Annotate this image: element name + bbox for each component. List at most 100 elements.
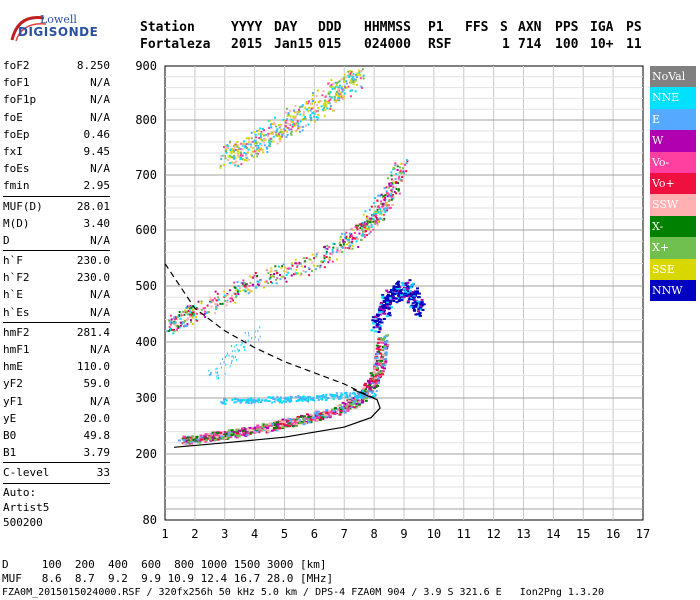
echo-point [200, 309, 203, 311]
echo-point [301, 118, 304, 121]
echo-point [388, 184, 391, 187]
echo-point [196, 308, 199, 311]
echo-point [365, 223, 368, 226]
echo-point [259, 148, 262, 151]
echo-point [377, 379, 380, 382]
echo-point [391, 191, 393, 193]
echo-point [410, 304, 414, 307]
echo-point [417, 302, 421, 305]
echo-point [302, 110, 305, 113]
echo-point [232, 162, 235, 165]
echo-point [328, 257, 331, 260]
echo-point [219, 164, 222, 167]
echo-point [278, 265, 280, 268]
echo-point [244, 289, 246, 292]
echo-point [364, 397, 368, 400]
echo-point [268, 120, 271, 123]
echo-point [387, 299, 391, 302]
echo-point [351, 238, 354, 241]
echo-point [275, 134, 278, 137]
echo-point [339, 238, 342, 241]
echo-point [361, 87, 364, 89]
echo-point [389, 300, 393, 303]
echo-point [234, 345, 236, 348]
echo-point [391, 298, 395, 301]
echo-point [390, 306, 393, 309]
echo-point [297, 111, 300, 114]
echo-point [287, 127, 290, 130]
legend-item-w: W [650, 130, 696, 152]
echo-point [333, 413, 337, 416]
legend-item-x-plus: X+ [650, 237, 696, 259]
echo-point [335, 94, 338, 97]
echo-point [231, 398, 234, 401]
echo-point [360, 399, 364, 402]
param-value: 49.8 [83, 428, 111, 442]
echo-point [270, 422, 274, 425]
echo-point [269, 424, 273, 427]
echo-point [229, 297, 232, 300]
param-label: foEp [3, 127, 30, 141]
echo-point [259, 142, 262, 145]
echo-point [396, 163, 399, 166]
echo-point [223, 401, 226, 404]
echo-point [205, 312, 208, 315]
echo-point [298, 110, 301, 113]
distance-row: D 100 200 400 600 800 1000 1500 3000 [km… [2, 558, 327, 571]
echo-point [239, 286, 242, 289]
echo-point [281, 418, 285, 421]
echo-point [223, 146, 225, 148]
echo-point [219, 166, 222, 169]
echo-point [285, 396, 288, 399]
echo-point [359, 223, 362, 226]
echo-point [318, 418, 322, 421]
param-row: B0 49.8 [3, 427, 110, 444]
echo-point [215, 308, 218, 310]
echo-point [410, 291, 414, 294]
header-label: S [500, 20, 508, 35]
param-value: 28.01 [76, 199, 110, 213]
echo-point [199, 434, 203, 437]
echo-point [247, 399, 250, 402]
echo-point [349, 247, 352, 250]
echo-point [297, 398, 300, 401]
echo-point [378, 206, 381, 209]
echo-point [414, 313, 418, 316]
echo-point [413, 305, 417, 308]
echo-point [363, 391, 366, 394]
echo-point [270, 396, 272, 399]
echo-point [280, 276, 283, 279]
echo-point [235, 400, 238, 403]
echo-point [387, 305, 391, 308]
echo-point [224, 148, 227, 151]
echo-point [256, 275, 259, 277]
echo-point [243, 427, 247, 430]
param-label: yF2 [3, 377, 23, 391]
echo-point [392, 179, 395, 182]
echo-point [390, 189, 393, 192]
echo-point [394, 164, 397, 167]
echo-point [392, 194, 394, 197]
echo-point [278, 400, 281, 403]
echo-point [366, 385, 370, 388]
echo-point [392, 300, 396, 302]
echo-point [327, 410, 331, 413]
echo-point [267, 396, 270, 399]
echo-point [376, 224, 379, 227]
echo-point [231, 156, 234, 159]
echo-point [193, 314, 196, 317]
echo-point [379, 357, 383, 360]
echo-point [270, 270, 273, 273]
echo-point [396, 165, 399, 168]
echo-point [241, 158, 244, 161]
param-value: N/A [90, 343, 110, 356]
echo-point [377, 346, 381, 349]
echo-point [375, 323, 379, 326]
echo-point [263, 129, 265, 132]
echo-point [384, 354, 388, 356]
param-row: foEp 0.46 [3, 126, 110, 143]
echo-point [339, 409, 343, 412]
echo-point [299, 422, 303, 425]
echo-point [190, 435, 194, 438]
echo-point [195, 316, 198, 319]
